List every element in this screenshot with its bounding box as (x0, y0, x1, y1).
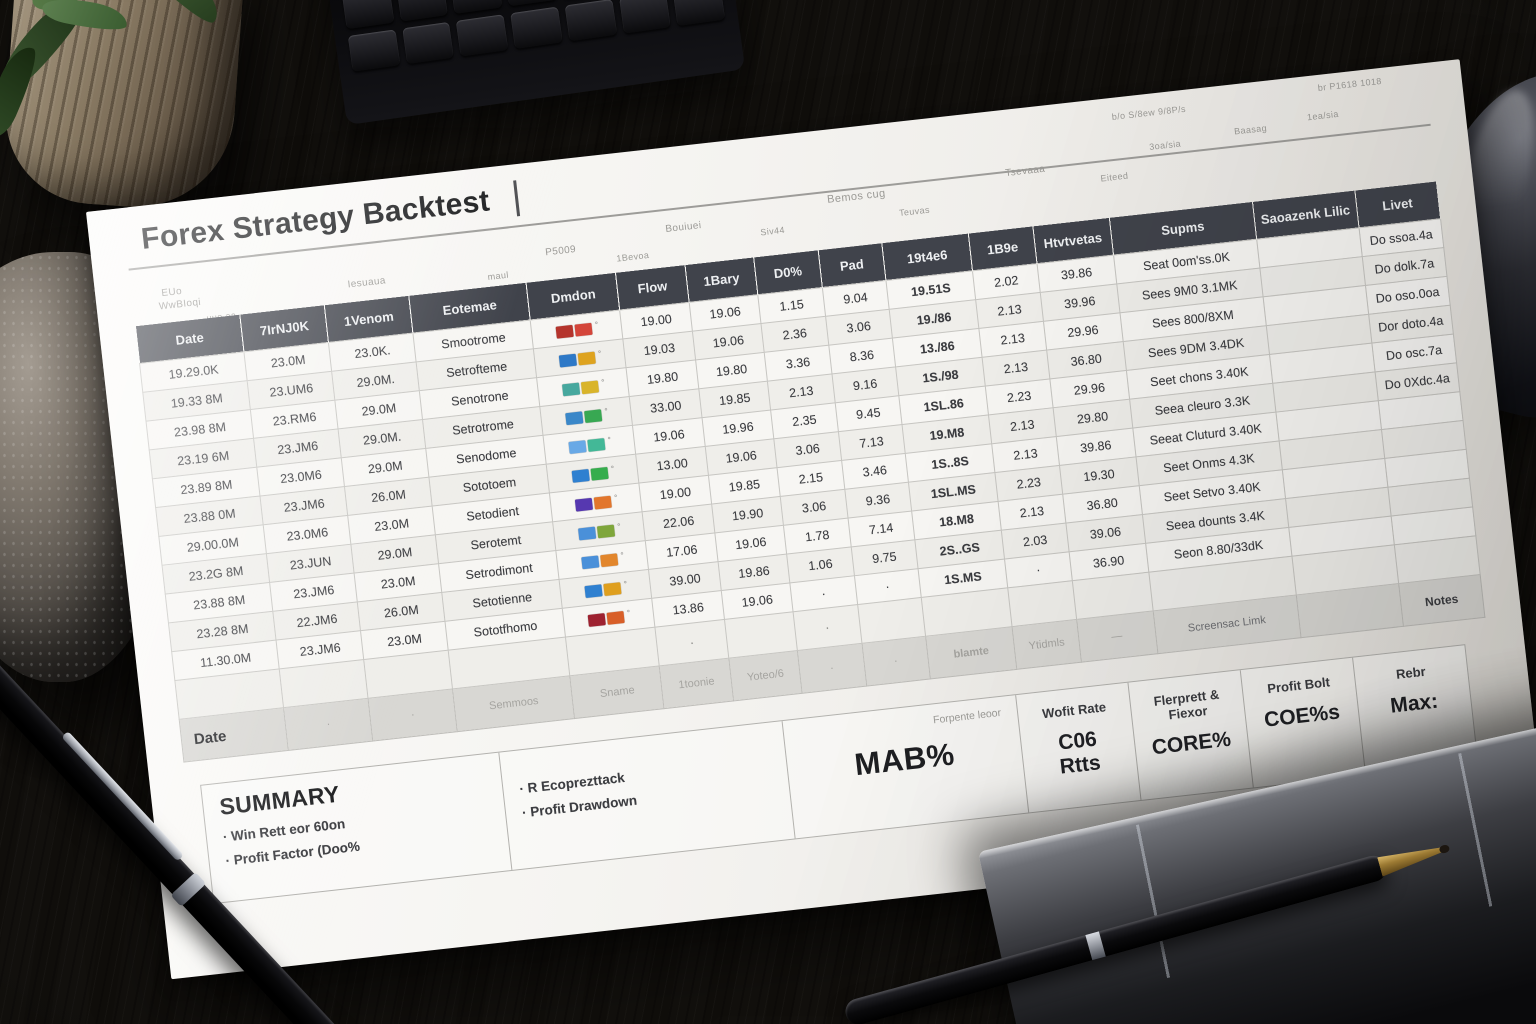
keyboard-key (564, 0, 617, 42)
duration-chip (574, 322, 593, 337)
footer-row-cell-volume: · (368, 688, 458, 741)
duration-chip (597, 524, 616, 539)
keyboard-key (456, 14, 509, 57)
duration-chip (603, 581, 622, 596)
summary-main-box: SUMMARY · Win Rett eor 60on · Profit Fac… (201, 752, 513, 904)
footer-row-cell-green: blamte (925, 626, 1018, 679)
footer-row-cell-pct: · (797, 643, 867, 694)
keyboard-key (672, 0, 726, 27)
title-caret (513, 180, 521, 217)
keyboard-keys (336, 0, 726, 72)
summary-cell-profit: Profit Bolt COE%s (1240, 657, 1366, 788)
duration-chip (562, 382, 581, 397)
chip-mark: ° (626, 608, 631, 618)
pen-band (1085, 931, 1106, 961)
chip-mark: ° (594, 320, 599, 330)
keyboard-key (347, 29, 401, 72)
duration-chip (565, 411, 584, 425)
chip-mark: ° (604, 406, 609, 416)
footer-row-cell-bary: Yoteo/6 (728, 650, 803, 701)
footer-row-cell-max: — (1076, 610, 1158, 663)
keyboard-key (510, 6, 563, 49)
duration-chip (584, 583, 603, 598)
summary-mab-value: MAB% (852, 736, 957, 783)
duration-chip (578, 526, 597, 541)
duration-chip (571, 468, 591, 483)
duration-chip (606, 610, 626, 625)
duration-chip (568, 439, 587, 454)
footer-row-cell-time: · (283, 698, 374, 751)
chip-mark: ° (597, 348, 602, 359)
summary-cell-win-rate: Wofit Rate C06 Rtts (1016, 682, 1142, 813)
duration-chip (590, 466, 610, 481)
duration-chip (600, 553, 619, 567)
footer-row-cell-duration: Sname (570, 665, 665, 719)
duration-chip (594, 495, 613, 510)
footer-row-cell-ratio: Ytidmls (1012, 619, 1081, 670)
keyboard-key (504, 0, 557, 7)
pen-ring (170, 871, 207, 907)
keyboard-key (401, 21, 455, 65)
duration-chip (577, 351, 597, 366)
keyboard-key (341, 0, 395, 30)
keyboard-key (395, 0, 449, 22)
duration-chip (587, 437, 606, 452)
chip-mark: ° (620, 550, 625, 560)
keyboard-key (618, 0, 671, 34)
duration-chip (575, 497, 594, 512)
chip-mark: ° (613, 493, 618, 503)
duration-chip (555, 324, 575, 339)
summary-cell-factor: Flerprett & Fiexor CORE% (1128, 670, 1254, 800)
duration-chip (581, 380, 600, 394)
footer-row-cell-pad: · (861, 636, 931, 687)
footer-row-cell-note: Notes (1398, 574, 1485, 627)
duration-chip (584, 408, 603, 423)
keyboard (320, 0, 746, 126)
chip-mark: ° (607, 435, 612, 445)
duration-chip (587, 612, 607, 627)
summary-mab-box: Forpente leoor MAB% (782, 695, 1030, 839)
footer-row-cell-flow: 1toonie (659, 658, 734, 709)
summary-mid-box: · R Ecoprezttack · Profit Drawdown (499, 721, 796, 870)
chip-mark: ° (616, 521, 622, 532)
chip-mark: ° (600, 377, 606, 388)
chip-mark: ° (623, 579, 628, 589)
chip-mark: ° (610, 464, 615, 474)
duration-chip (559, 353, 578, 368)
duration-chip (581, 555, 600, 569)
keyboard-key (450, 0, 503, 14)
